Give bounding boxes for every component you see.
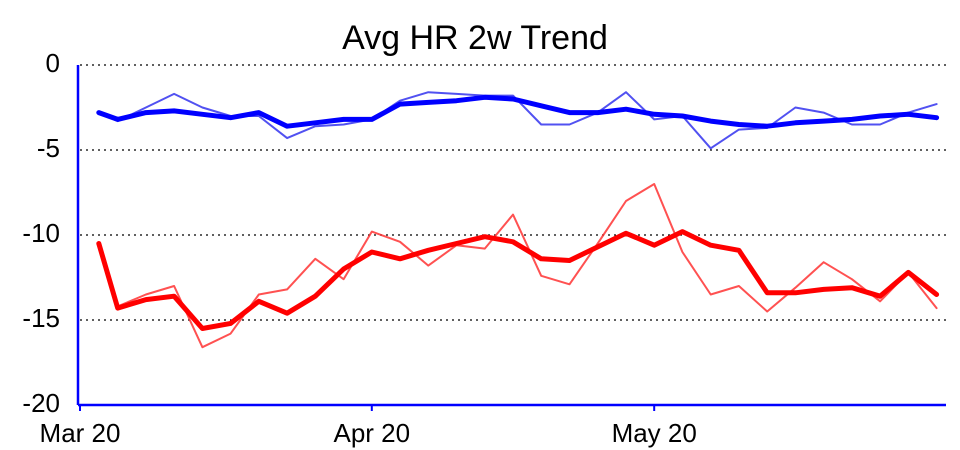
y-tick-label: -10	[22, 218, 60, 248]
y-tick-label: 0	[46, 48, 60, 78]
x-tick-label: Mar 20	[40, 418, 121, 448]
line	[96, 94, 940, 129]
line	[96, 229, 940, 331]
y-tick-label: -15	[22, 303, 60, 333]
line	[97, 183, 938, 349]
chart-title: Avg HR 2w Trend	[342, 19, 608, 57]
x-tick-label: May 20	[612, 418, 697, 448]
y-tick-label: -20	[22, 388, 60, 418]
x-tick-label: Apr 20	[333, 418, 410, 448]
y-tick-label: -5	[37, 133, 60, 163]
